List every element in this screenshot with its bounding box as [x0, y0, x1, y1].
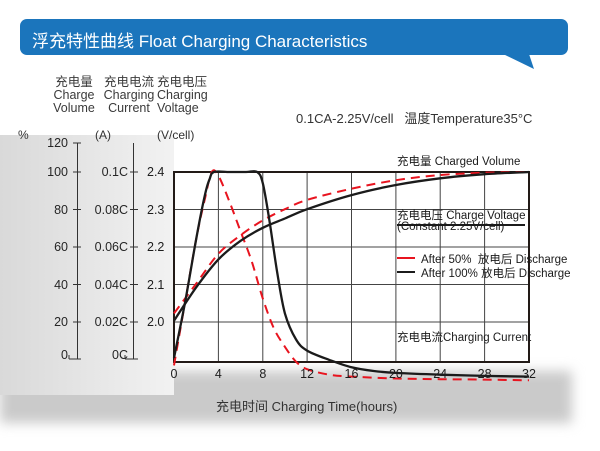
svg-text:0: 0: [61, 348, 68, 362]
svg-text:100: 100: [47, 165, 68, 179]
svg-text:16: 16: [345, 367, 359, 381]
svg-text:28: 28: [478, 367, 492, 381]
svg-text:12: 12: [300, 367, 314, 381]
svg-text:2.1: 2.1: [147, 278, 164, 292]
svg-text:60: 60: [54, 240, 68, 254]
svg-text:32: 32: [522, 367, 536, 381]
svg-text:2.0: 2.0: [147, 315, 164, 329]
svg-text:0C: 0C: [112, 348, 128, 362]
svg-text:0.02C: 0.02C: [95, 315, 128, 329]
svg-text:0.1C: 0.1C: [102, 165, 128, 179]
svg-text:20: 20: [389, 367, 403, 381]
svg-text:80: 80: [54, 203, 68, 217]
svg-text:4: 4: [215, 367, 222, 381]
svg-text:8: 8: [259, 367, 266, 381]
svg-text:40: 40: [54, 278, 68, 292]
svg-text:0: 0: [171, 367, 178, 381]
svg-text:20: 20: [54, 315, 68, 329]
svg-text:2.4: 2.4: [147, 165, 164, 179]
svg-text:0.08C: 0.08C: [95, 203, 128, 217]
svg-text:120: 120: [47, 136, 68, 150]
svg-text:2.3: 2.3: [147, 203, 164, 217]
svg-text:2.2: 2.2: [147, 240, 164, 254]
svg-text:0.06C: 0.06C: [95, 240, 128, 254]
svg-text:24: 24: [433, 367, 447, 381]
svg-text:0.04C: 0.04C: [95, 278, 128, 292]
